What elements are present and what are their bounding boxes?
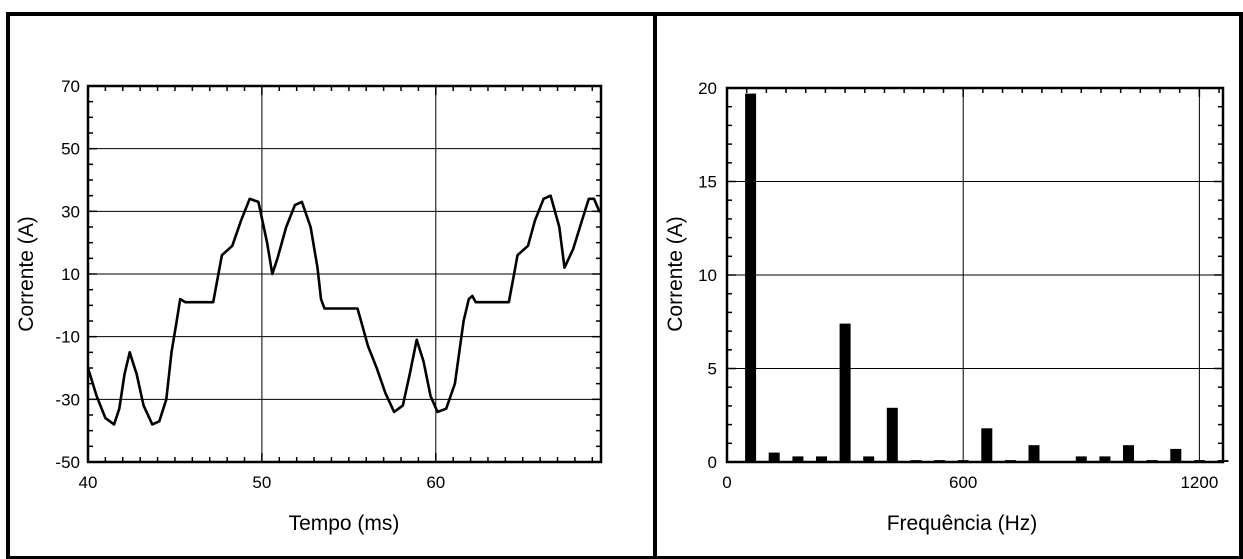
spectrum-bar-300hz: [839, 323, 851, 462]
current-waveform-line: [86, 194, 601, 426]
spectrum-bar-900hz: [1075, 456, 1087, 462]
spectrum-bar-240hz: [816, 456, 827, 462]
time-chart-y-tick-label: 50: [61, 140, 80, 159]
spectrum-bar-1020hz: [1123, 445, 1134, 462]
spectrum-x-tick-label: 1200: [1180, 473, 1218, 492]
time-chart-y-axis-label: Corrente (A): [15, 216, 38, 332]
spectrum-bar-960hz: [1099, 456, 1111, 462]
time-chart-y-tick-label: 70: [61, 77, 80, 96]
spectrum-bar-180hz: [792, 456, 804, 462]
time-chart-y-tick-label: 10: [61, 265, 80, 284]
spectrum-y-tick-label: 15: [698, 173, 717, 192]
spectrum-bar-120hz: [768, 452, 780, 462]
time-chart-y-tick-label: -30: [55, 390, 80, 409]
spectrum-bar-780hz: [1028, 445, 1040, 462]
time-chart-x-tick-label: 60: [426, 473, 445, 492]
spectrum-y-tick-label: 10: [698, 266, 717, 285]
time-chart-x-axis-label: Tempo (ms): [289, 512, 400, 535]
spectrum-bars: [745, 93, 1229, 462]
spectrum-x-tick-label: 600: [949, 473, 977, 492]
spectrum-chart-ticks: 0 5 10 15 20 0 600 1200: [698, 79, 1223, 492]
spectrum-bar-1140hz: [1170, 448, 1182, 462]
time-chart-x-tick-label: 40: [79, 473, 98, 492]
spectrum-y-tick-label: 20: [698, 79, 717, 98]
spectrum-chart-x-axis-label: Frequência (Hz): [887, 512, 1038, 535]
spectrum-y-tick-label: 0: [708, 453, 717, 472]
time-chart-ticks: -50 -30 -10 10 30 50 70 40 50 60: [55, 77, 601, 492]
time-chart-x-tick-label: 50: [252, 473, 271, 492]
right-panel-frame: [653, 12, 1243, 559]
time-chart-y-tick-label: -50: [55, 453, 80, 472]
spectrum-bar-420hz: [886, 407, 898, 462]
time-chart-y-tick-label: 30: [61, 202, 80, 221]
spectrum-bar-360hz: [863, 456, 875, 462]
spectrum-bar-60hz: [745, 93, 757, 462]
spectrum-chart-y-axis-label: Corrente (A): [664, 216, 687, 332]
spectrum-bar-660hz: [981, 428, 993, 462]
spectrum-x-tick-label: 0: [722, 473, 731, 492]
time-current-chart: -50 -30 -10 10 30 50 70 40 50 60 Tempo (ms) Corre…: [15, 77, 603, 535]
left-panel-frame: [6, 12, 657, 559]
spectrum-y-tick-label: 5: [708, 360, 717, 379]
spectrum-chart: 0 5 10 15 20 0 600 1200 Frequência (Hz) Corrent…: [664, 79, 1229, 535]
time-chart-y-tick-label: -10: [55, 328, 80, 347]
